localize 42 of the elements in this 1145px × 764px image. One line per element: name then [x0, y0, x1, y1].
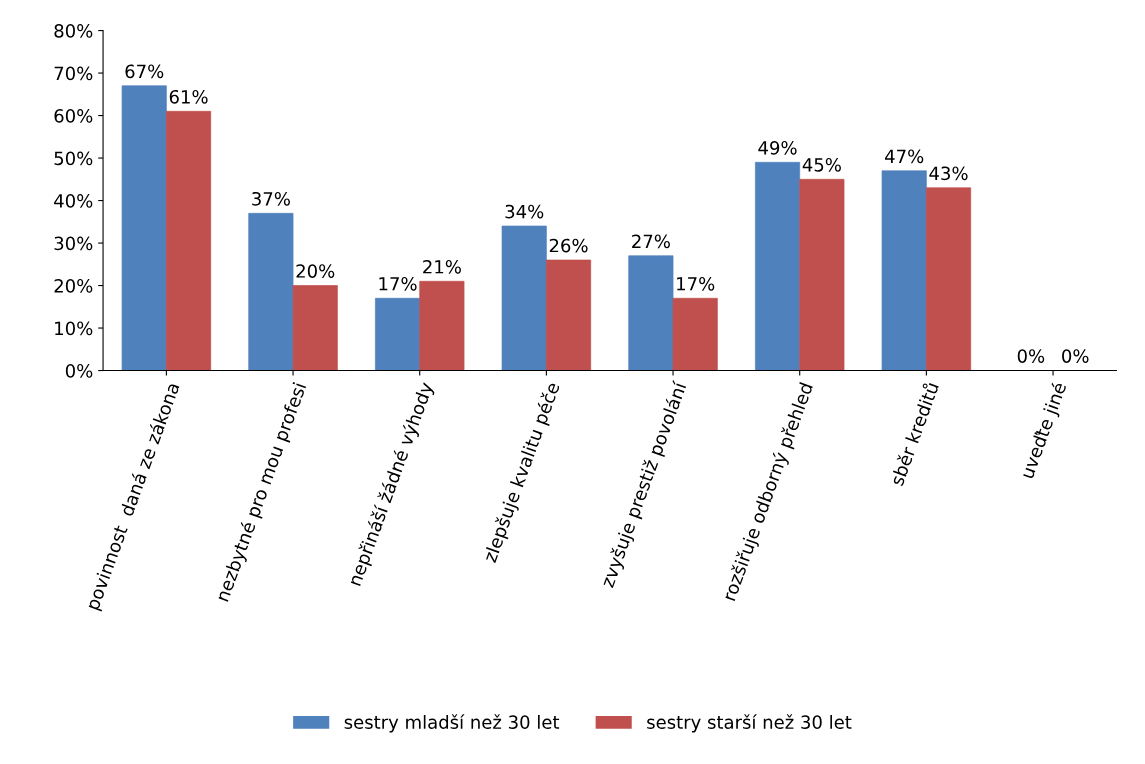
data-label: 21% [423, 259, 461, 274]
y-tick-label: 80% [54, 24, 93, 38]
y-tick-label: 60% [54, 109, 93, 123]
x-tick-label: uveďte jiné [1018, 381, 1070, 481]
data-label: 26% [549, 238, 588, 253]
data-label: 49% [758, 140, 797, 155]
y-tick-label: 50% [54, 151, 93, 166]
y-tick-label: 0% [65, 364, 93, 378]
bar [926, 187, 972, 371]
data-label: 0% [1017, 349, 1045, 363]
bar [419, 280, 465, 371]
bar [546, 259, 592, 371]
y-tick-label: 20% [54, 279, 93, 293]
bar [672, 297, 718, 371]
data-label: 67% [125, 64, 164, 79]
bar [799, 178, 845, 371]
y-tick-label: 10% [55, 321, 93, 336]
data-label: 17% [677, 276, 715, 291]
bar [755, 161, 801, 371]
data-label: 0% [1062, 349, 1089, 363]
y-tick-label: 40% [54, 194, 93, 208]
bar [375, 297, 421, 371]
legend-label: sestry starší než 30 let [647, 714, 852, 733]
bar [628, 255, 674, 371]
data-label: 47% [885, 149, 924, 164]
data-label: 17% [379, 276, 417, 291]
bar [881, 170, 927, 371]
y-tick-label: 30% [54, 236, 93, 251]
data-label: 27% [632, 234, 670, 249]
bar [501, 225, 547, 371]
data-label: 37% [252, 191, 290, 206]
bar [121, 85, 167, 371]
bar [248, 212, 294, 371]
bar [166, 110, 212, 371]
bar [292, 285, 338, 371]
data-label: 20% [296, 264, 335, 278]
data-label: 43% [929, 166, 968, 181]
y-tick-label: 70% [54, 66, 93, 81]
legend-label: sestry mladší než 30 let [344, 714, 560, 733]
data-label: 34% [505, 204, 544, 219]
data-label: 45% [802, 157, 841, 172]
data-label: 61% [169, 89, 208, 104]
